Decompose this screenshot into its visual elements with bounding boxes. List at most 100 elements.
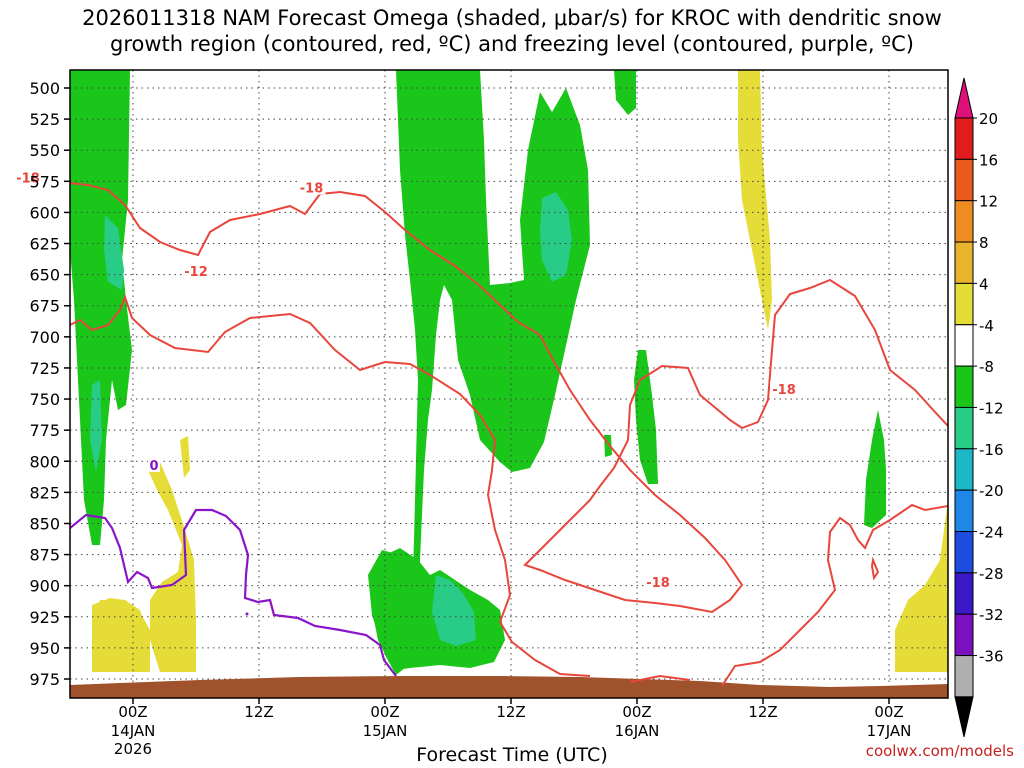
contour-label: -12 bbox=[184, 265, 208, 280]
contour-label-bg bbox=[182, 262, 210, 278]
colorbar-label: -24 bbox=[979, 524, 1004, 542]
x-tick-date: 17JAN bbox=[867, 722, 912, 740]
y-tick-label: 850 bbox=[29, 514, 60, 533]
colorbar-label: -32 bbox=[979, 606, 1004, 624]
contour-label: 0 bbox=[149, 459, 158, 474]
freezing-level-contour bbox=[70, 508, 397, 677]
omega-teal-region bbox=[432, 575, 476, 646]
colorbar-label: -20 bbox=[979, 482, 1004, 500]
y-tick-label: 550 bbox=[29, 141, 60, 160]
contour-label-bg bbox=[644, 573, 672, 589]
colorbar-swatch bbox=[954, 572, 974, 615]
omega-green-region bbox=[70, 70, 132, 545]
x-tick-label: 00Z bbox=[118, 703, 147, 721]
y-tick-label: 925 bbox=[29, 608, 60, 627]
colorbar-label: -4 bbox=[979, 317, 994, 335]
chart-title-line2: growth region (contoured, red, ºC) and f… bbox=[110, 32, 914, 56]
colorbar-swatch bbox=[954, 365, 974, 408]
x-tick-date: 16JAN bbox=[615, 722, 660, 740]
y-tick-label: 575 bbox=[29, 172, 60, 191]
omega-teal-region bbox=[104, 215, 124, 290]
colorbar-swatch bbox=[954, 613, 974, 657]
contour-minus18-bottom bbox=[629, 674, 691, 683]
colorbar-label: -28 bbox=[979, 565, 1004, 583]
freezing-level-dot bbox=[245, 612, 249, 616]
y-tick-label: 500 bbox=[29, 79, 60, 98]
colorbar-bottom-arrow bbox=[954, 696, 974, 738]
colorbar-swatch bbox=[954, 448, 974, 491]
x-tick-label: 12Z bbox=[496, 703, 525, 721]
omega-teal-region bbox=[90, 380, 102, 472]
colorbar-swatch bbox=[954, 489, 974, 532]
y-tick-label: 725 bbox=[29, 359, 60, 378]
contour-minus18-upper bbox=[70, 182, 948, 614]
credit-text: coolwx.com/models bbox=[865, 742, 1014, 760]
colorbar-label: 16 bbox=[979, 151, 998, 169]
y-tick-label: 750 bbox=[29, 390, 60, 409]
colorbar-label: 8 bbox=[979, 234, 989, 252]
chart-title-line1: 2026011318 NAM Forecast Omega (shaded, μ… bbox=[82, 6, 942, 30]
colorbar-label: -36 bbox=[979, 648, 1004, 666]
y-tick-label: 700 bbox=[29, 328, 60, 347]
colorbar-swatch bbox=[954, 241, 974, 284]
y-tick-label: 775 bbox=[29, 421, 60, 440]
omega-green-region bbox=[634, 350, 658, 484]
omega-green-region bbox=[614, 70, 636, 115]
omega-yellow-region bbox=[180, 436, 190, 478]
omega-green-region bbox=[864, 410, 886, 528]
x-tick-year: 2026 bbox=[114, 740, 152, 758]
x-tick-date: 15JAN bbox=[363, 722, 408, 740]
contour-labels: -18 -18 -12 -18 -18 0 bbox=[14, 169, 798, 591]
y-tick-label: 650 bbox=[29, 266, 60, 285]
contour-label-bg bbox=[297, 179, 326, 195]
y-tick-label: 950 bbox=[29, 639, 60, 658]
contour-label-bg bbox=[148, 456, 160, 472]
grid-lines bbox=[70, 70, 948, 698]
contour-label-bg bbox=[14, 169, 42, 185]
colorbar-top-arrow bbox=[954, 77, 974, 119]
colorbar-swatch bbox=[954, 655, 974, 698]
contour-minus12 bbox=[70, 294, 591, 677]
x-tick-label: 12Z bbox=[748, 703, 777, 721]
colorbar-label: -8 bbox=[979, 358, 994, 376]
colorbar-swatch bbox=[954, 406, 974, 450]
x-tick-label: 00Z bbox=[622, 703, 651, 721]
y-tick-label: 525 bbox=[29, 110, 60, 129]
y-tick-label: 900 bbox=[29, 577, 60, 596]
colorbar-swatch bbox=[954, 117, 974, 160]
y-tick-label: 975 bbox=[29, 670, 60, 689]
y-tick-label: 600 bbox=[29, 203, 60, 222]
contour-label-bg bbox=[770, 381, 798, 397]
omega-teal-region bbox=[540, 192, 572, 282]
colorbar-label: 4 bbox=[979, 275, 989, 293]
ground-terrain bbox=[70, 676, 948, 698]
omega-green-region bbox=[368, 70, 590, 675]
colorbar-swatch bbox=[954, 282, 974, 326]
y-tick-label: 825 bbox=[29, 483, 60, 502]
colorbar-swatch bbox=[954, 531, 974, 574]
omega-yellow-region bbox=[92, 598, 150, 672]
contour-label: -18 bbox=[772, 383, 796, 398]
contour-label: -18 bbox=[646, 576, 670, 591]
colorbar: 20 16 12 8 4 -4 -8 -12 -16 -20 -24 -28 -32 -36 bbox=[954, 77, 1004, 738]
y-tick-label: 875 bbox=[29, 546, 60, 565]
contour-minus18-lower bbox=[721, 503, 948, 687]
x-axis-label: Forecast Time (UTC) bbox=[416, 744, 608, 766]
colorbar-label: -12 bbox=[979, 399, 1004, 417]
omega-yellow-region bbox=[738, 70, 772, 330]
omega-shading bbox=[70, 70, 948, 675]
x-tick-label: 12Z bbox=[244, 703, 273, 721]
colorbar-label: 20 bbox=[979, 110, 998, 128]
colorbar-swatch bbox=[954, 158, 974, 202]
plot-frame bbox=[69, 69, 949, 699]
y-axis: 500 525 550 575 600 625 650 675 700 725 750 775 800 8… bbox=[29, 79, 70, 689]
contour-label: -18 bbox=[300, 182, 324, 197]
colorbar-swatch bbox=[954, 324, 974, 367]
contour-minus18-blob bbox=[870, 556, 880, 581]
omega-yellow-region bbox=[895, 500, 948, 672]
x-tick-date: 14JAN bbox=[111, 722, 156, 740]
temperature-contours bbox=[70, 182, 948, 687]
colorbar-label: -16 bbox=[979, 441, 1004, 459]
